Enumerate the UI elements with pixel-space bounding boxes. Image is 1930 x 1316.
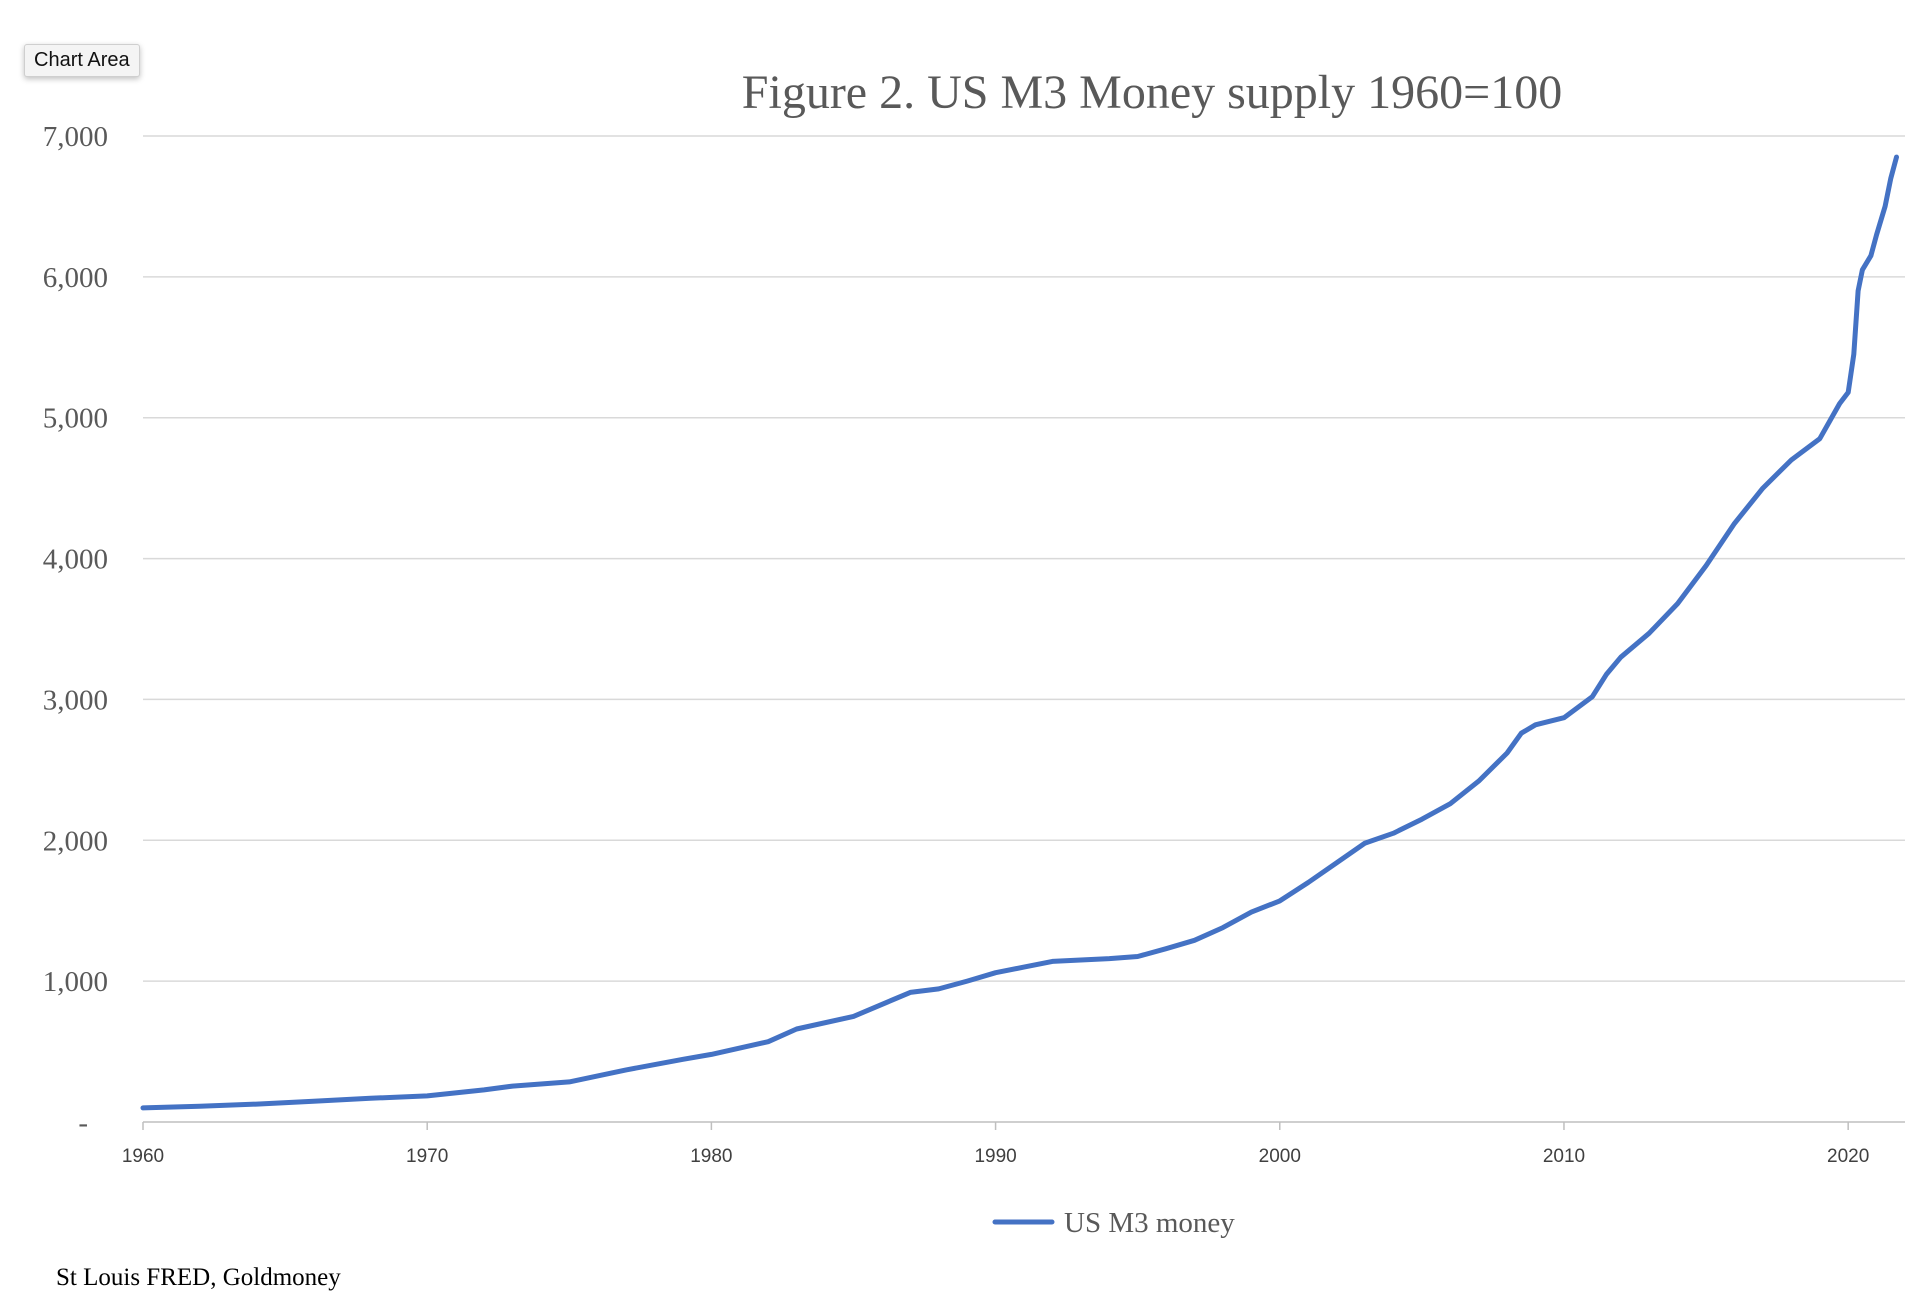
grid-lines <box>143 135 1905 982</box>
y-tick-label: 5,000 <box>43 403 108 435</box>
x-tick-label: 1960 <box>122 1146 164 1167</box>
x-axis-ticks: 1960 1970 1980 1990 2000 2010 2020 <box>122 1122 1869 1167</box>
y-tick-label: 4,000 <box>43 544 108 576</box>
x-tick-label: 1970 <box>406 1146 448 1167</box>
y-tick-label: 2,000 <box>43 825 108 857</box>
chart-title: Figure 2. US M3 Money supply 1960=100 <box>742 66 1562 119</box>
y-axis-ticks: - 1,000 2,000 3,000 4,000 5,000 6,000 7,000 <box>43 121 108 1139</box>
y-tick-label: - <box>78 1107 88 1139</box>
x-tick-label: 1990 <box>974 1146 1016 1167</box>
series-line-us-m3-money <box>140 154 1899 1111</box>
y-tick-label: 3,000 <box>43 684 108 716</box>
legend: US M3 money <box>992 1207 1235 1239</box>
y-tick-label: 7,000 <box>43 121 108 153</box>
x-tick-label: 2020 <box>1827 1146 1869 1167</box>
legend-label: US M3 money <box>1064 1207 1235 1239</box>
chart-area-tooltip: Chart Area <box>24 44 140 77</box>
y-tick-label: 6,000 <box>43 262 108 294</box>
source-note: St Louis FRED, Goldmoney <box>56 1264 341 1291</box>
series-layer <box>140 154 1899 1111</box>
x-tick-label: 2000 <box>1259 1146 1301 1167</box>
y-tick-label: 1,000 <box>43 966 108 998</box>
x-tick-label: 1980 <box>690 1146 732 1167</box>
x-tick-label: 2010 <box>1543 1146 1585 1167</box>
